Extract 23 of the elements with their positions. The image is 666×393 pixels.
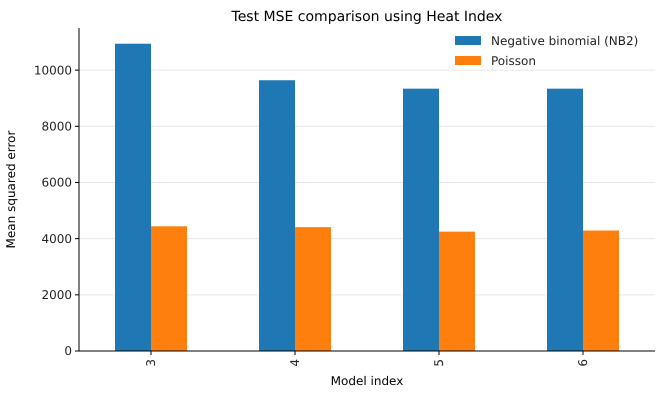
bar — [151, 226, 187, 351]
chart-title: Test MSE comparison using Heat Index — [230, 9, 502, 25]
legend-label: Negative binomial (NB2) — [491, 34, 638, 48]
bar — [439, 232, 475, 351]
x-tick-label: 4 — [288, 359, 302, 367]
y-tick-label: 4000 — [41, 232, 72, 246]
bar — [403, 88, 439, 351]
bar — [115, 44, 151, 351]
y-tick-label: 8000 — [41, 120, 72, 134]
bar — [295, 227, 331, 351]
x-tick-label: 3 — [144, 359, 158, 367]
x-tick-label: 5 — [432, 359, 446, 367]
bar — [547, 88, 583, 351]
y-tick-label: 6000 — [41, 176, 72, 190]
y-tick-label: 10000 — [34, 63, 72, 78]
bar — [583, 230, 619, 351]
x-axis-title: Model index — [330, 374, 404, 388]
y-axis-title: Mean squared error — [4, 130, 18, 248]
legend-label: Poisson — [491, 54, 536, 68]
y-tick-label: 2000 — [41, 288, 72, 302]
y-tick-label: 0 — [64, 344, 72, 358]
bar — [259, 80, 295, 351]
x-tick-label: 6 — [576, 359, 590, 367]
